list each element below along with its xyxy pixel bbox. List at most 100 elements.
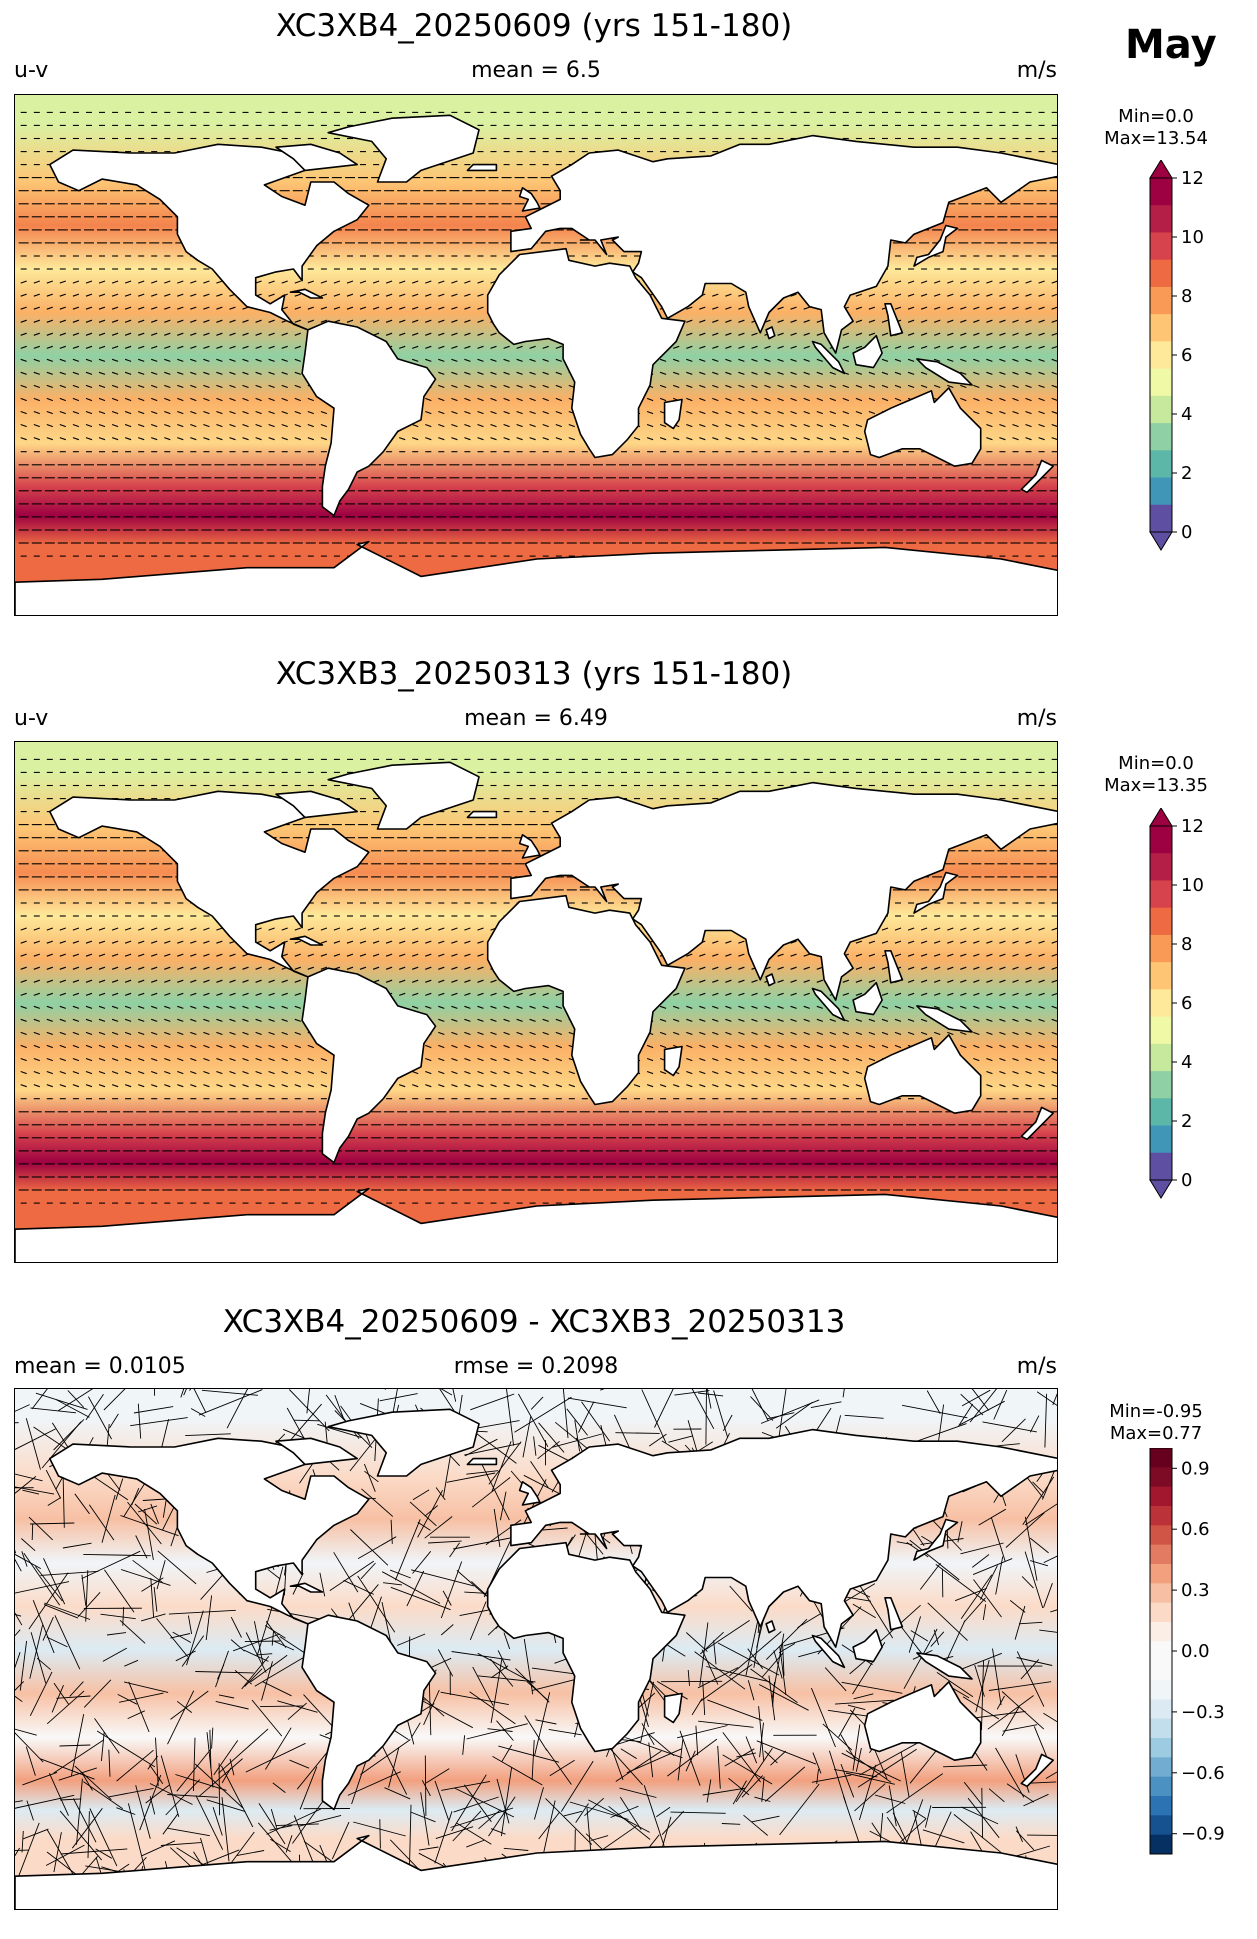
wind-arrow bbox=[111, 423, 119, 428]
wind-arrow bbox=[986, 371, 993, 375]
wind-arrow bbox=[973, 1057, 980, 1062]
wind-arrow bbox=[477, 410, 484, 415]
wind-arrow bbox=[151, 992, 158, 996]
wind-arrow bbox=[477, 1044, 484, 1049]
wind-arrow bbox=[477, 280, 484, 284]
wind-arrow bbox=[138, 423, 145, 428]
wind-arrow bbox=[960, 293, 967, 297]
wind-arrow bbox=[85, 1070, 93, 1075]
wind-arrow bbox=[451, 1005, 458, 1009]
wind-arrow bbox=[438, 966, 445, 970]
wind-arrow bbox=[333, 927, 341, 931]
wind-arrow bbox=[764, 358, 771, 362]
wind-arrow bbox=[738, 979, 745, 983]
wind-arrow bbox=[699, 1044, 706, 1049]
wind-arrow bbox=[777, 397, 784, 402]
wind-arrow bbox=[59, 345, 66, 349]
wind-arrow bbox=[829, 437, 836, 441]
wind-arrow bbox=[85, 1084, 93, 1088]
wind-arrow bbox=[111, 371, 119, 375]
wind-arrow bbox=[98, 345, 106, 349]
wind-arrow bbox=[881, 345, 889, 349]
wind-arrow bbox=[85, 332, 93, 336]
wind-arrow bbox=[242, 1044, 249, 1049]
wind-arrow bbox=[85, 940, 93, 944]
wind-arrow bbox=[1025, 410, 1032, 415]
wind-arrow bbox=[268, 397, 275, 402]
wind-arrow bbox=[947, 979, 954, 983]
wind-arrow bbox=[712, 437, 719, 441]
wind-arrow bbox=[33, 1070, 40, 1075]
wind-arrow bbox=[790, 410, 797, 415]
wind-arrow bbox=[255, 384, 262, 389]
wind-arrow bbox=[686, 1070, 693, 1075]
wind-arrow bbox=[294, 1005, 301, 1009]
wind-arrow bbox=[255, 371, 262, 375]
wind-arrow bbox=[72, 992, 80, 996]
wind-arrow bbox=[699, 410, 706, 415]
wind-arrow bbox=[842, 1005, 849, 1009]
wind-arrow bbox=[542, 992, 549, 996]
wind-arrow bbox=[881, 1018, 889, 1022]
wind-arrow bbox=[659, 1044, 667, 1049]
wind-arrow bbox=[20, 280, 27, 284]
wind-arrow bbox=[20, 1070, 27, 1075]
wind-arrow bbox=[1025, 293, 1032, 297]
wind-arrow bbox=[686, 306, 693, 310]
wind-arrow bbox=[777, 1005, 784, 1009]
wind-arrow bbox=[999, 1005, 1006, 1009]
wind-arrow bbox=[85, 371, 93, 375]
wind-arrow bbox=[124, 423, 132, 428]
wind-arrow bbox=[85, 410, 93, 415]
wind-arrow bbox=[490, 1044, 497, 1049]
wind-arrow bbox=[151, 927, 158, 931]
wind-arrow bbox=[242, 371, 249, 375]
wind-arrow bbox=[973, 1018, 980, 1022]
wind-arrow bbox=[842, 1031, 849, 1036]
wind-arrow bbox=[1025, 280, 1032, 284]
wind-arrow bbox=[177, 332, 184, 336]
wind-arrow bbox=[385, 979, 393, 983]
wind-arrow bbox=[673, 437, 680, 441]
wind-arrow bbox=[490, 397, 497, 402]
wind-arrow bbox=[268, 1057, 275, 1062]
wind-arrow bbox=[646, 1057, 654, 1062]
wind-arrow bbox=[673, 1018, 680, 1022]
wind-arrow bbox=[281, 992, 288, 996]
wind-arrow bbox=[816, 410, 823, 415]
wind-arrow bbox=[164, 1005, 171, 1009]
wind-arrow bbox=[268, 423, 275, 428]
wind-arrow bbox=[281, 371, 288, 375]
wind-arrow bbox=[242, 332, 249, 336]
wind-arrow bbox=[503, 1031, 510, 1036]
wind-arrow bbox=[385, 280, 393, 284]
wind-arrow bbox=[542, 437, 549, 441]
wind-arrow bbox=[699, 1031, 706, 1036]
wind-arrow bbox=[268, 345, 275, 349]
wind-arrow bbox=[1012, 927, 1019, 931]
wind-arrow bbox=[934, 384, 941, 389]
wind-arrow bbox=[973, 384, 980, 389]
wind-arrow bbox=[777, 1084, 784, 1088]
wind-arrow bbox=[359, 280, 367, 284]
wind-arrow bbox=[425, 437, 432, 441]
wind-arrow bbox=[751, 384, 758, 389]
wind-arrow bbox=[385, 927, 393, 931]
wind-arrow bbox=[829, 1044, 836, 1049]
wind-arrow bbox=[751, 410, 758, 415]
wind-arrow bbox=[124, 992, 132, 996]
wind-arrow bbox=[399, 437, 406, 441]
wind-arrow bbox=[124, 319, 132, 323]
wind-arrow bbox=[842, 410, 849, 415]
wind-arrow bbox=[111, 319, 119, 323]
wind-arrow bbox=[1025, 1070, 1032, 1075]
wind-arrow bbox=[855, 423, 863, 428]
wind-arrow bbox=[98, 953, 106, 957]
wind-arrow bbox=[555, 1031, 562, 1036]
wind-arrow bbox=[216, 1057, 223, 1062]
wind-arrow bbox=[1012, 319, 1019, 323]
wind-arrow bbox=[164, 437, 171, 441]
wind-arrow bbox=[46, 1057, 53, 1062]
wind-arrow bbox=[425, 306, 432, 310]
wind-arrow bbox=[738, 306, 745, 310]
